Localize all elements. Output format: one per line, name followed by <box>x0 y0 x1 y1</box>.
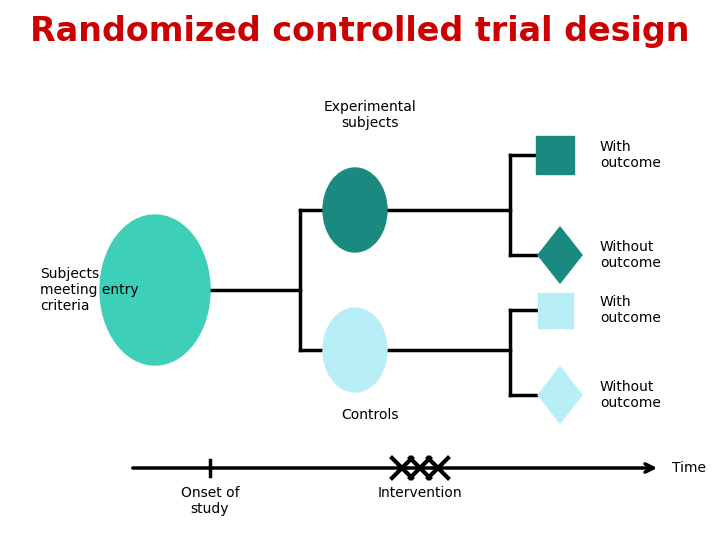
Text: Intervention: Intervention <box>378 486 462 500</box>
Text: Subjects
meeting entry
criteria: Subjects meeting entry criteria <box>40 267 139 313</box>
Bar <box>538 293 572 327</box>
Text: Randomized controlled trial design: Randomized controlled trial design <box>30 16 690 49</box>
Text: Experimental
subjects: Experimental subjects <box>323 100 416 130</box>
Text: With
outcome: With outcome <box>600 140 661 170</box>
Text: Without
outcome: Without outcome <box>600 240 661 270</box>
Text: Controls: Controls <box>341 408 399 422</box>
Text: Time: Time <box>672 461 706 475</box>
Ellipse shape <box>323 168 387 252</box>
Polygon shape <box>538 227 582 283</box>
Text: Onset of
study: Onset of study <box>181 486 239 516</box>
Text: With
outcome: With outcome <box>600 295 661 325</box>
Ellipse shape <box>323 308 387 392</box>
Ellipse shape <box>100 215 210 365</box>
Text: Without
outcome: Without outcome <box>600 380 661 410</box>
Bar <box>536 136 574 174</box>
Polygon shape <box>538 367 582 423</box>
